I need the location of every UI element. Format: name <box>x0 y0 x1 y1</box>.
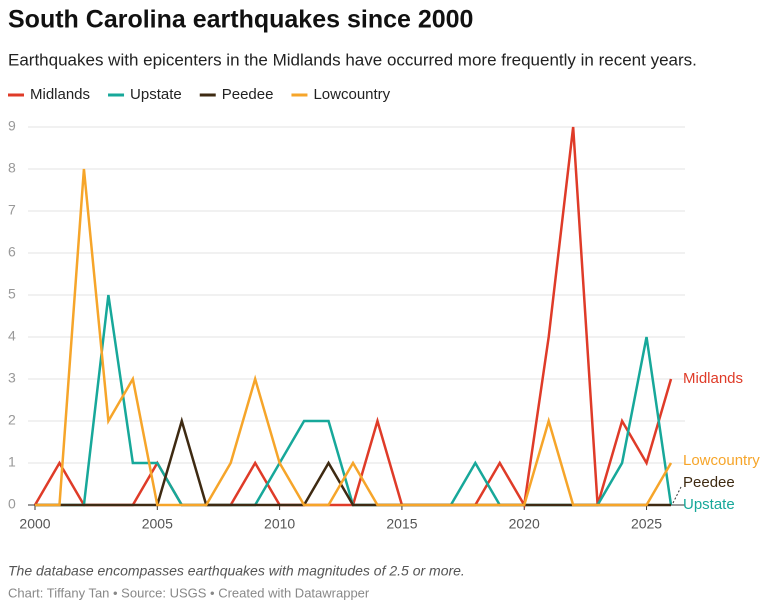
x-tick-label: 2025 <box>631 516 662 532</box>
series-line <box>35 416 671 507</box>
x-tick-label: 2000 <box>19 516 50 532</box>
chart-title: South Carolina earthquakes since 2000 <box>8 6 473 34</box>
legend-label: Upstate <box>130 86 182 103</box>
y-tick-label: 4 <box>8 328 16 344</box>
end-label: Upstate <box>683 496 735 513</box>
legend-label: Lowcountry <box>313 86 390 103</box>
y-tick-label: 9 <box>8 118 16 134</box>
x-tick-label: 2015 <box>386 516 417 532</box>
x-tick-label: 2020 <box>509 516 540 532</box>
chart-note: The database encompasses earthquakes wit… <box>8 563 465 579</box>
y-tick-label: 3 <box>8 370 16 386</box>
y-tick-label: 6 <box>8 244 16 260</box>
end-label: Midlands <box>683 370 743 387</box>
y-tick-label: 0 <box>8 496 16 512</box>
chart-credit: Chart: Tiffany Tan • Source: USGS • Crea… <box>8 585 370 600</box>
y-tick-label: 5 <box>8 286 16 302</box>
label-connector <box>672 486 682 504</box>
y-tick-label: 1 <box>8 454 16 470</box>
x-tick-label: 2010 <box>264 516 295 532</box>
y-tick-label: 8 <box>8 160 16 176</box>
end-label: Lowcountry <box>683 452 760 469</box>
chart-subtitle: Earthquakes with epicenters in the Midla… <box>8 50 697 69</box>
legend-label: Peedee <box>222 86 274 103</box>
series-line <box>35 294 673 507</box>
y-tick-label: 7 <box>8 202 16 218</box>
x-tick-label: 2005 <box>142 516 173 532</box>
y-tick-label: 2 <box>8 412 16 428</box>
series-line <box>35 168 673 507</box>
legend-label: Midlands <box>30 86 90 103</box>
end-label: Peedee <box>683 474 735 491</box>
